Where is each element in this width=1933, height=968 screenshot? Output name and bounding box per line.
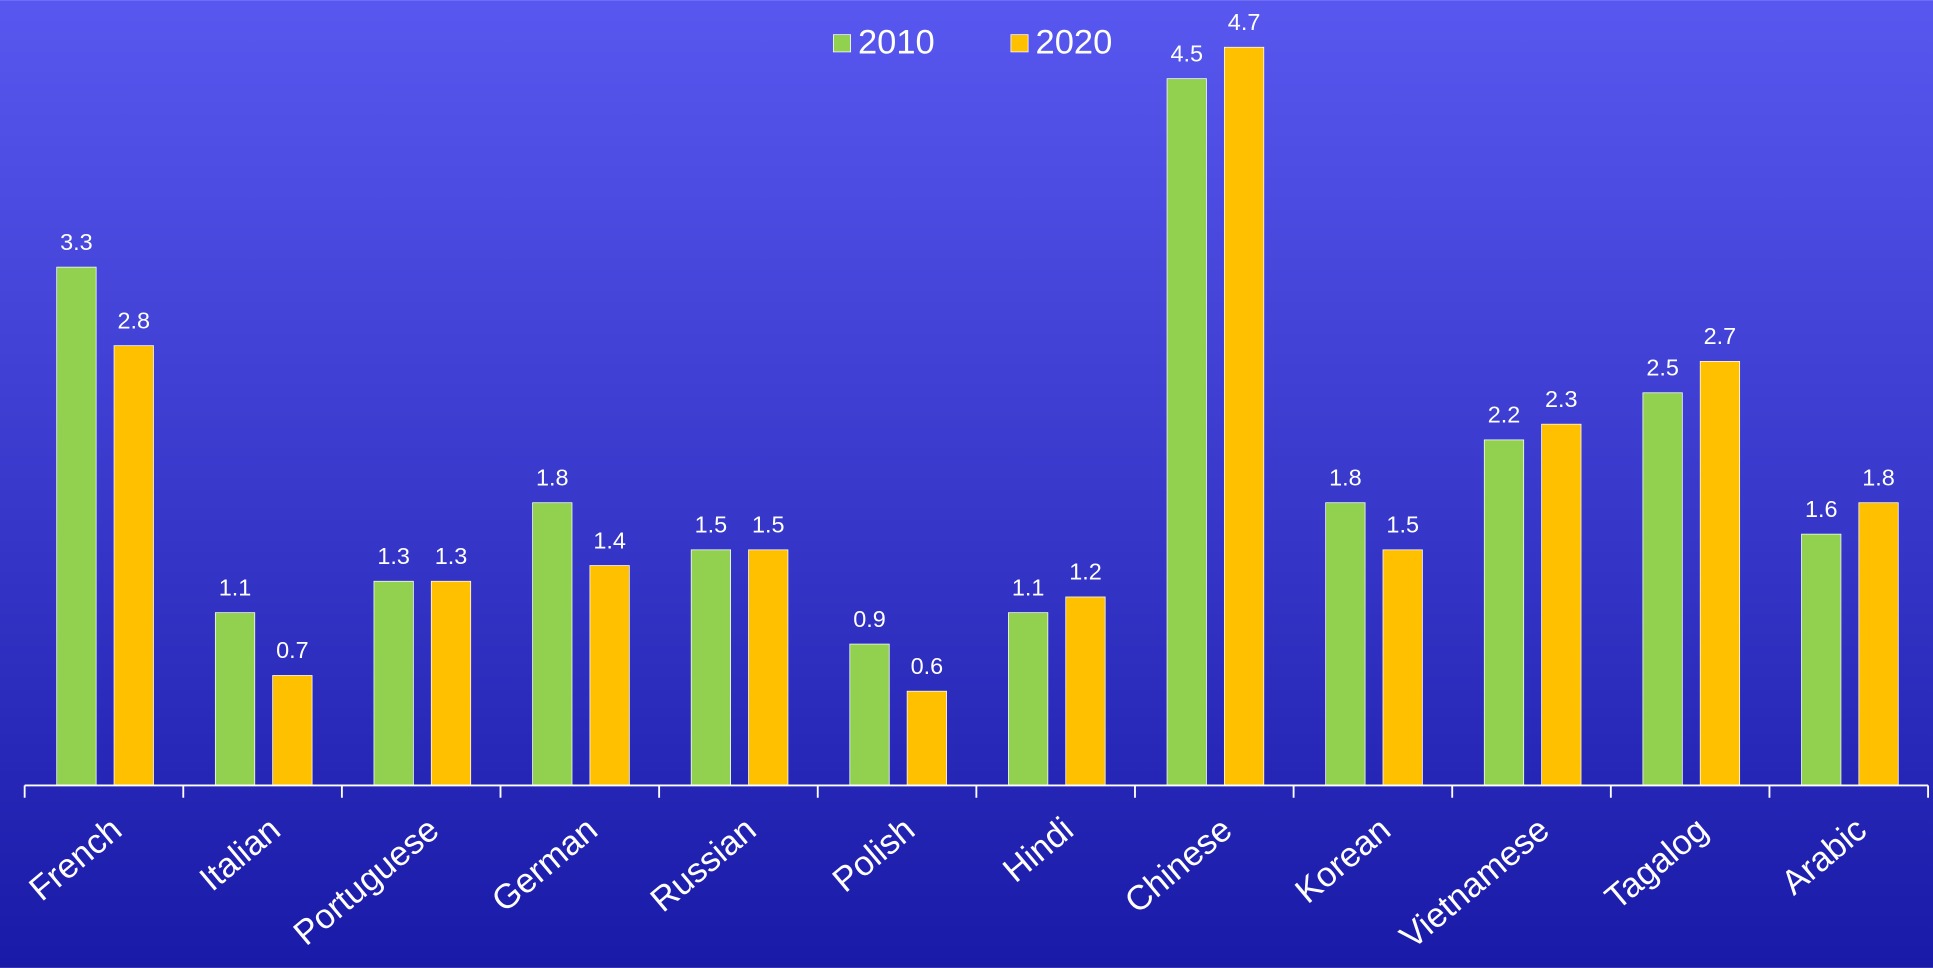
bar <box>430 580 472 786</box>
data-label: 0.6 <box>911 653 944 679</box>
data-label: 1.8 <box>1329 464 1362 490</box>
bar <box>849 643 890 786</box>
bar <box>113 345 154 786</box>
data-label: 1.5 <box>1386 512 1419 538</box>
data-label: 2.7 <box>1704 323 1737 349</box>
data-label: 2.3 <box>1545 386 1578 412</box>
data-label: 1.6 <box>1805 496 1838 522</box>
data-label: 1.1 <box>1012 574 1045 600</box>
data-label: 1.2 <box>1069 559 1102 585</box>
bar <box>1541 423 1582 786</box>
data-label: 1.3 <box>435 543 468 569</box>
bar <box>532 502 573 786</box>
legend-swatch <box>1010 34 1029 53</box>
data-label: 4.5 <box>1170 40 1203 66</box>
bar <box>1483 439 1525 786</box>
bar <box>1382 549 1423 786</box>
data-label: 3.3 <box>60 229 93 255</box>
bar <box>589 565 630 786</box>
bar <box>1008 612 1049 786</box>
data-label: 1.3 <box>377 543 410 569</box>
data-label: 4.7 <box>1228 9 1261 35</box>
bar <box>1223 46 1265 786</box>
legend-swatch <box>832 34 851 53</box>
data-label: 1.8 <box>536 464 569 490</box>
bar <box>906 690 947 786</box>
bar <box>748 549 789 786</box>
bar <box>1325 502 1366 786</box>
data-label: 1.4 <box>593 527 626 553</box>
bar <box>1699 360 1741 786</box>
bar <box>56 266 97 786</box>
bar <box>1642 392 1683 786</box>
data-label: 2.2 <box>1488 402 1521 428</box>
bar <box>214 612 256 786</box>
data-label: 2.5 <box>1646 355 1679 381</box>
legend-label: 2010 <box>858 24 935 62</box>
data-label: 1.1 <box>219 574 252 600</box>
data-label: 0.9 <box>853 606 886 632</box>
bar <box>1065 596 1106 786</box>
data-label: 0.7 <box>276 637 309 663</box>
bar <box>272 675 313 786</box>
bar <box>690 549 731 786</box>
data-label: 1.8 <box>1862 464 1895 490</box>
data-label: 1.5 <box>695 512 728 538</box>
data-label: 1.5 <box>752 512 785 538</box>
bar <box>373 580 414 786</box>
bar <box>1801 533 1842 786</box>
data-label: 2.8 <box>117 307 150 333</box>
bar <box>1858 502 1899 786</box>
legend-label: 2020 <box>1036 24 1113 62</box>
bar <box>1166 78 1207 786</box>
